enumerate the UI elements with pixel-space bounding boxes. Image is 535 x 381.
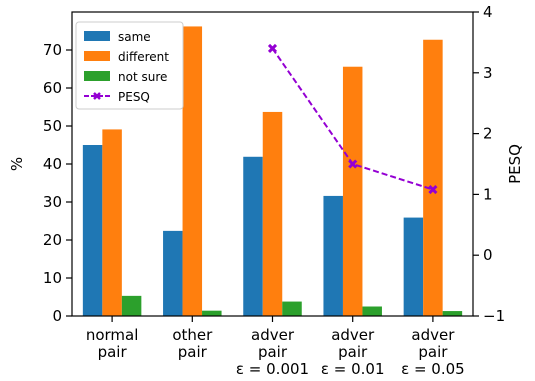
legend-label-pesq: PESQ xyxy=(118,90,150,104)
right-y-axis: −1 0 1 2 3 4 xyxy=(473,3,505,325)
legend-marker-pesq xyxy=(93,92,101,100)
bar-different-3 xyxy=(342,66,363,316)
y2-tick-label: −1 xyxy=(483,307,505,325)
legend-label-same: same xyxy=(118,30,151,44)
pesq-line-layer xyxy=(267,43,438,195)
x-tick-label: adver xyxy=(411,326,455,344)
legend-label-not-sure: not sure xyxy=(118,70,167,84)
bar-different-0 xyxy=(102,129,122,316)
y-tick-label: 0 xyxy=(52,307,62,325)
bar-same-0 xyxy=(82,145,103,316)
bar-different-4 xyxy=(423,39,443,317)
x-tick-label: ε = 0.05 xyxy=(401,360,465,378)
bar-different-1 xyxy=(182,26,203,316)
y2-tick-label: 3 xyxy=(483,64,493,82)
bar-same-4 xyxy=(403,217,424,316)
legend-box xyxy=(75,21,184,110)
left-y-axis: 0 10 20 30 40 50 60 70 xyxy=(43,41,72,325)
y-tick-label: 70 xyxy=(43,41,62,59)
x-tick-label: pair xyxy=(178,343,208,361)
y2-tick-label: 4 xyxy=(483,3,493,21)
bar-not-sure-2 xyxy=(282,301,302,316)
x-tick-label: pair xyxy=(338,343,368,361)
y-axis-label: % xyxy=(8,157,26,171)
bar-same-1 xyxy=(163,230,183,316)
legend-swatch-same xyxy=(84,31,110,41)
x-tick-label: pair xyxy=(98,343,128,361)
legend-label-different: different xyxy=(118,50,169,64)
pesq-marker xyxy=(428,184,438,195)
x-tick-label: ε = 0.01 xyxy=(321,360,385,378)
bar-not-sure-0 xyxy=(121,295,142,316)
bar-not-sure-1 xyxy=(202,310,222,316)
y-tick-label: 30 xyxy=(43,193,62,211)
y-tick-label: 40 xyxy=(43,155,62,173)
y-tick-label: 50 xyxy=(43,117,62,135)
y-tick-label: 60 xyxy=(43,79,62,97)
bar-same-3 xyxy=(323,195,343,316)
x-tick-label: adver xyxy=(331,326,375,344)
x-tick-label: other xyxy=(172,326,213,344)
y2-tick-label: 2 xyxy=(483,125,493,143)
bar-not-sure-4 xyxy=(442,311,463,316)
pesq-marker xyxy=(348,159,358,169)
y2-tick-label: 1 xyxy=(483,185,493,203)
pesq-marker xyxy=(267,43,278,54)
bar-not-sure-3 xyxy=(362,306,382,316)
y2-axis-label: PESQ xyxy=(506,144,524,184)
legend-swatch-different xyxy=(84,51,110,61)
bars-layer xyxy=(82,26,463,317)
bar-different-2 xyxy=(262,111,283,316)
y-tick-label: 20 xyxy=(43,231,62,249)
y2-tick-label: 0 xyxy=(483,246,493,264)
x-tick-label: normal xyxy=(86,326,139,344)
x-tick-label: pair xyxy=(258,343,288,361)
x-tick-label: pair xyxy=(418,343,448,361)
legend-swatch-not-sure xyxy=(84,71,110,81)
x-tick-label: ε = 0.001 xyxy=(236,360,309,378)
x-tick-label: adver xyxy=(251,326,295,344)
legend: same different not sure PESQ xyxy=(75,21,184,110)
y-tick-label: 10 xyxy=(43,269,62,287)
bar-same-2 xyxy=(243,156,263,316)
